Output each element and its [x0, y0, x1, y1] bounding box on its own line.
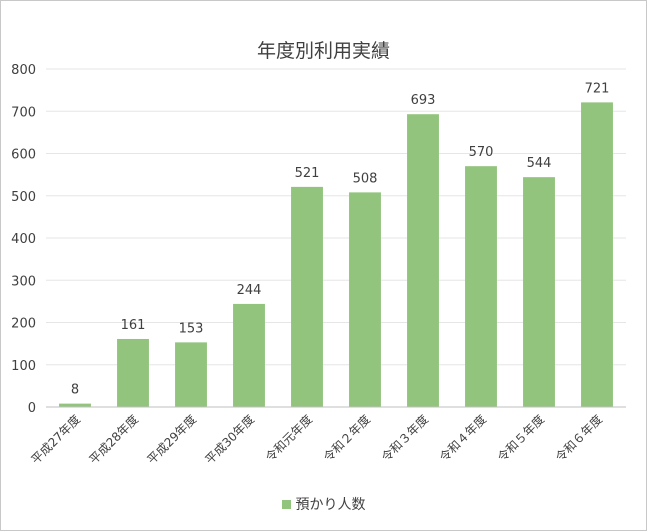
data-label: 508: [353, 171, 378, 186]
data-label: 8: [71, 383, 79, 398]
y-tick-label: 0: [28, 401, 36, 416]
x-tick-label: 平成28年度: [86, 412, 141, 467]
x-axis-ticks: 平成27年度 平成28年度 平成29年度 平成30年度 令和元年度 令和２年度 令和３年度令…: [28, 412, 605, 467]
bar: [465, 166, 497, 407]
legend-swatch: [281, 500, 291, 509]
x-tick-label: 令和６年度: [552, 412, 605, 465]
data-label: 693: [411, 93, 436, 108]
x-tick-label: 令和元年度: [262, 412, 315, 465]
x-tick-label: 令和５年度: [494, 412, 547, 465]
x-tick-label: 令和２年度: [320, 412, 373, 465]
y-tick-label: 800: [11, 63, 36, 78]
bar: [349, 192, 381, 407]
bar: [407, 114, 439, 408]
y-tick-label: 100: [11, 359, 36, 374]
x-tick-label: 平成29年度: [144, 412, 199, 467]
bar: [523, 177, 555, 407]
x-tick-label: 令和４年度: [436, 412, 489, 465]
y-tick-label: 200: [11, 317, 36, 332]
data-label: 721: [585, 81, 610, 96]
chart-title: 年度別利用実績: [256, 40, 390, 62]
y-tick-label: 600: [11, 148, 36, 163]
x-tick-label: 平成27年度: [28, 412, 83, 467]
bars: [59, 102, 613, 408]
bar: [175, 342, 207, 407]
data-label: 570: [469, 145, 494, 160]
bar: [291, 186, 323, 407]
x-tick-label: 平成30年度: [202, 412, 257, 467]
y-tick-label: 700: [11, 105, 36, 120]
legend-label: 預かり人数: [295, 497, 366, 513]
y-tick-label: 400: [11, 232, 36, 247]
data-labels: 8 161 153 244 521 508 693 570 544 721: [71, 81, 610, 397]
data-label: 153: [179, 321, 204, 336]
y-tick-label: 300: [11, 274, 36, 289]
data-label: 521: [295, 166, 320, 181]
x-tick-label: 令和３年度: [378, 412, 431, 465]
y-tick-label: 500: [11, 190, 36, 205]
data-label: 161: [121, 318, 146, 333]
data-label: 544: [527, 156, 552, 171]
bar: [117, 338, 149, 407]
bar: [581, 102, 613, 407]
legend: 預かり人数: [0, 494, 647, 514]
y-axis-ticks: 0 100 200 300 400 500 600 700 800: [11, 63, 36, 416]
bar: [233, 303, 265, 407]
bar: [59, 403, 91, 407]
data-label: 244: [237, 283, 262, 298]
